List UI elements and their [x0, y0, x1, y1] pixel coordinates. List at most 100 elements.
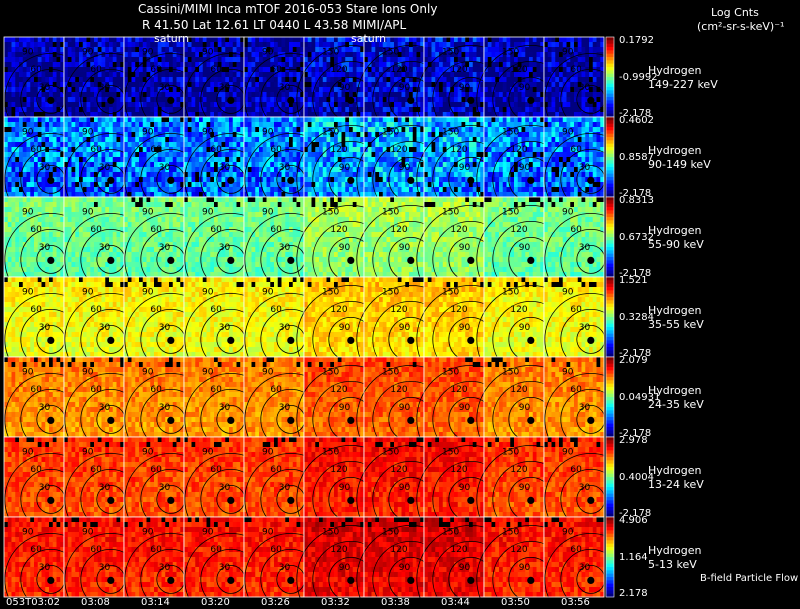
contour-label: 120	[330, 465, 347, 475]
contour-label: 30	[39, 163, 51, 173]
contour-label: 60	[570, 145, 582, 155]
panel-r2-c3: 90 60 30	[184, 197, 278, 306]
time-tick: 03:20	[201, 597, 230, 608]
contour-label: 90	[142, 368, 154, 378]
contour-label: 90	[142, 448, 154, 458]
contour-label: 120	[390, 385, 407, 395]
contour-label: 150	[502, 288, 519, 298]
saturn-icon	[587, 96, 595, 104]
contour-label: 60	[90, 65, 102, 75]
contour-label: 30	[219, 243, 231, 253]
saturn-icon	[167, 176, 175, 184]
panel-r1-c1: 90 60 30	[64, 117, 158, 226]
energy-label: 55-90 keV	[648, 238, 704, 251]
saturn-icon	[347, 176, 355, 184]
contour-label: 120	[450, 65, 467, 75]
species-label: Hydrogen	[648, 544, 702, 557]
panel-r5-c6: 150 120 90	[356, 437, 466, 554]
contour-label: 60	[210, 65, 222, 75]
panel-r6-c5: 150 120 90	[296, 517, 406, 609]
row-label-5: Hydrogen 13-24 keV	[648, 464, 704, 492]
contour-label: 150	[322, 368, 339, 378]
contour-label: 30	[99, 243, 111, 253]
saturn-icon	[467, 496, 475, 504]
row-label-6: Hydrogen 5-13 keV	[648, 544, 702, 572]
contour-label: 120	[450, 465, 467, 475]
contour-label: 120	[390, 465, 407, 475]
contour-label: 60	[90, 465, 102, 475]
saturn-icon	[347, 336, 355, 344]
contour-label: 60	[30, 65, 42, 75]
contour-label: 150	[382, 128, 399, 138]
contour-label: 30	[39, 403, 51, 413]
saturn-icon	[467, 176, 475, 184]
saturn-icon	[587, 336, 595, 344]
time-tick: 053T03:02	[6, 597, 61, 608]
contour-label: 30	[579, 323, 591, 333]
contour-label: 60	[270, 305, 282, 315]
contour-label: 90	[202, 368, 214, 378]
contour-label: 90	[459, 323, 471, 333]
colorbar-tick: -2.178	[619, 188, 652, 199]
panel-r0-c9: 90 60 30	[544, 37, 638, 146]
contour-label: 60	[30, 385, 42, 395]
contour-label: 150	[322, 448, 339, 458]
contour-label: 150	[322, 208, 339, 218]
panel-border	[543, 516, 605, 598]
row-label-2: Hydrogen 55-90 keV	[648, 224, 704, 252]
contour-label: 150	[442, 448, 459, 458]
contour-label: 90	[459, 163, 471, 173]
saturn-icon	[107, 336, 115, 344]
saturn-icon	[347, 96, 355, 104]
contour-label: 90	[82, 128, 94, 138]
contour-label: 30	[219, 83, 231, 93]
saturn-label-1: saturn	[154, 32, 190, 45]
time-tick: 03:56	[561, 597, 590, 608]
contour-label: 120	[450, 305, 467, 315]
panel-r4-c9: 90 60 30	[544, 357, 638, 466]
saturn-icon	[527, 416, 535, 424]
colorbar-tick: 0.1792	[619, 35, 654, 46]
energy-label: 24-35 keV	[648, 398, 704, 411]
contour-label: 90	[562, 48, 574, 58]
contour-label: 90	[399, 83, 411, 93]
saturn-icon	[47, 176, 55, 184]
contour-label: 30	[99, 403, 111, 413]
contour-label: 30	[159, 563, 171, 573]
contour-label: 60	[270, 145, 282, 155]
contour-label: 150	[502, 368, 519, 378]
panel-r5-c9: 90 60 30	[544, 437, 638, 546]
contour-label: 90	[82, 288, 94, 298]
contour-label: 90	[262, 368, 274, 378]
contour-label: 90	[399, 323, 411, 333]
contour-label: 150	[382, 528, 399, 538]
contour-label: 150	[442, 48, 459, 58]
contour-label: 150	[382, 448, 399, 458]
contour-label: 120	[330, 65, 347, 75]
contour-label: 120	[330, 385, 347, 395]
species-label: Hydrogen	[648, 224, 702, 237]
time-tick: 03:14	[141, 597, 170, 608]
saturn-label-2: saturn	[351, 32, 387, 45]
contour-label: 150	[382, 208, 399, 218]
contour-label: 90	[22, 368, 34, 378]
contour-label: 60	[210, 545, 222, 555]
contour-label: 90	[519, 83, 531, 93]
panel-r6-c9: 90 60 30	[544, 517, 638, 609]
contour-label: 90	[142, 128, 154, 138]
saturn-icon	[287, 256, 295, 264]
contour-label: 90	[262, 528, 274, 538]
saturn-icon	[167, 96, 175, 104]
contour-label: 90	[142, 208, 154, 218]
contour-label: 30	[219, 563, 231, 573]
contour-label: 60	[150, 545, 162, 555]
contour-label: 90	[202, 288, 214, 298]
saturn-icon	[527, 256, 535, 264]
contour-label: 90	[399, 483, 411, 493]
time-tick: 03:44	[441, 597, 470, 608]
contour-label: 90	[82, 368, 94, 378]
contour-label: 60	[270, 65, 282, 75]
time-tick: 03:08	[81, 597, 110, 608]
